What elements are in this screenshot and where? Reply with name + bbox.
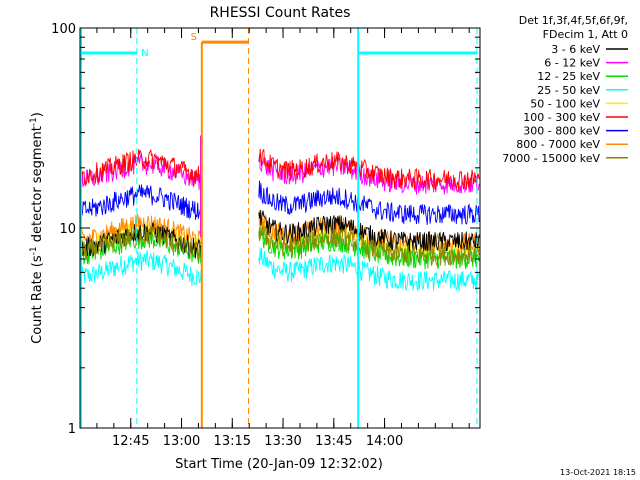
chart-title: RHESSI Count Rates	[210, 5, 351, 21]
y-axis-label-part3: )	[30, 112, 45, 117]
series-trace-3-6kev	[79, 209, 480, 259]
legend-label-5: 100 - 300 keV	[523, 111, 600, 124]
y-tick-label: 10	[59, 222, 76, 237]
footer-timestamp: 13-Oct-2021 18:15	[560, 468, 636, 477]
y-tick-label: 1	[68, 422, 76, 437]
y-axis-label-sup2: -1	[29, 117, 39, 126]
y-tick-label: 100	[51, 22, 76, 37]
legend-header-line-2: FDecim 1, Att 0	[543, 28, 628, 41]
x-tick-label: 14:00	[366, 434, 403, 449]
series-trace-100-300kev	[80, 148, 480, 191]
state-label-N: N	[141, 48, 148, 59]
y-axis-label-sup1: -1	[29, 246, 39, 255]
x-tick-label: 13:45	[315, 434, 352, 449]
legend: Det 1f,3f,4f,5f,6f,9f, FDecim 1, Att 0 3…	[502, 14, 628, 165]
legend-label-6: 300 - 800 keV	[523, 125, 600, 138]
y-axis-label: Count Rate (s-1 detector segment-1)	[29, 112, 45, 344]
y-axis-label-part1: Count Rate (s	[30, 255, 45, 344]
legend-label-7: 800 - 7000 keV	[516, 138, 600, 151]
legend-label-2: 12 - 25 keV	[537, 70, 600, 83]
x-axis-label: Start Time (20-Jan-09 12:32:02)	[175, 457, 383, 472]
x-tick-label: 13:00	[163, 434, 200, 449]
x-tick-label: 13:30	[264, 434, 301, 449]
x-tick-label: 12:45	[112, 434, 149, 449]
state-label-S: S	[191, 32, 197, 43]
series-trace-7000-15000kev	[79, 225, 480, 267]
legend-label-8: 7000 - 15000 keV	[502, 152, 600, 165]
axis-ticks: 1 10 100 12:45 13:00 13:15 13:30 13:45 14:00	[51, 22, 480, 449]
legend-label-0: 3 - 6 keV	[551, 43, 600, 56]
legend-label-1: 6 - 12 keV	[544, 57, 600, 70]
legend-label-4: 50 - 100 keV	[530, 97, 600, 110]
series-trace-25-50kev	[79, 247, 480, 292]
legend-header-line-1: Det 1f,3f,4f,5f,6f,9f,	[519, 14, 628, 27]
y-axis-label-part2: detector segment	[30, 126, 45, 246]
x-tick-label: 13:15	[214, 434, 251, 449]
series-trace-300-800kev	[79, 180, 480, 225]
plot-content: NS	[79, 28, 480, 428]
legend-label-3: 25 - 50 keV	[537, 84, 600, 97]
